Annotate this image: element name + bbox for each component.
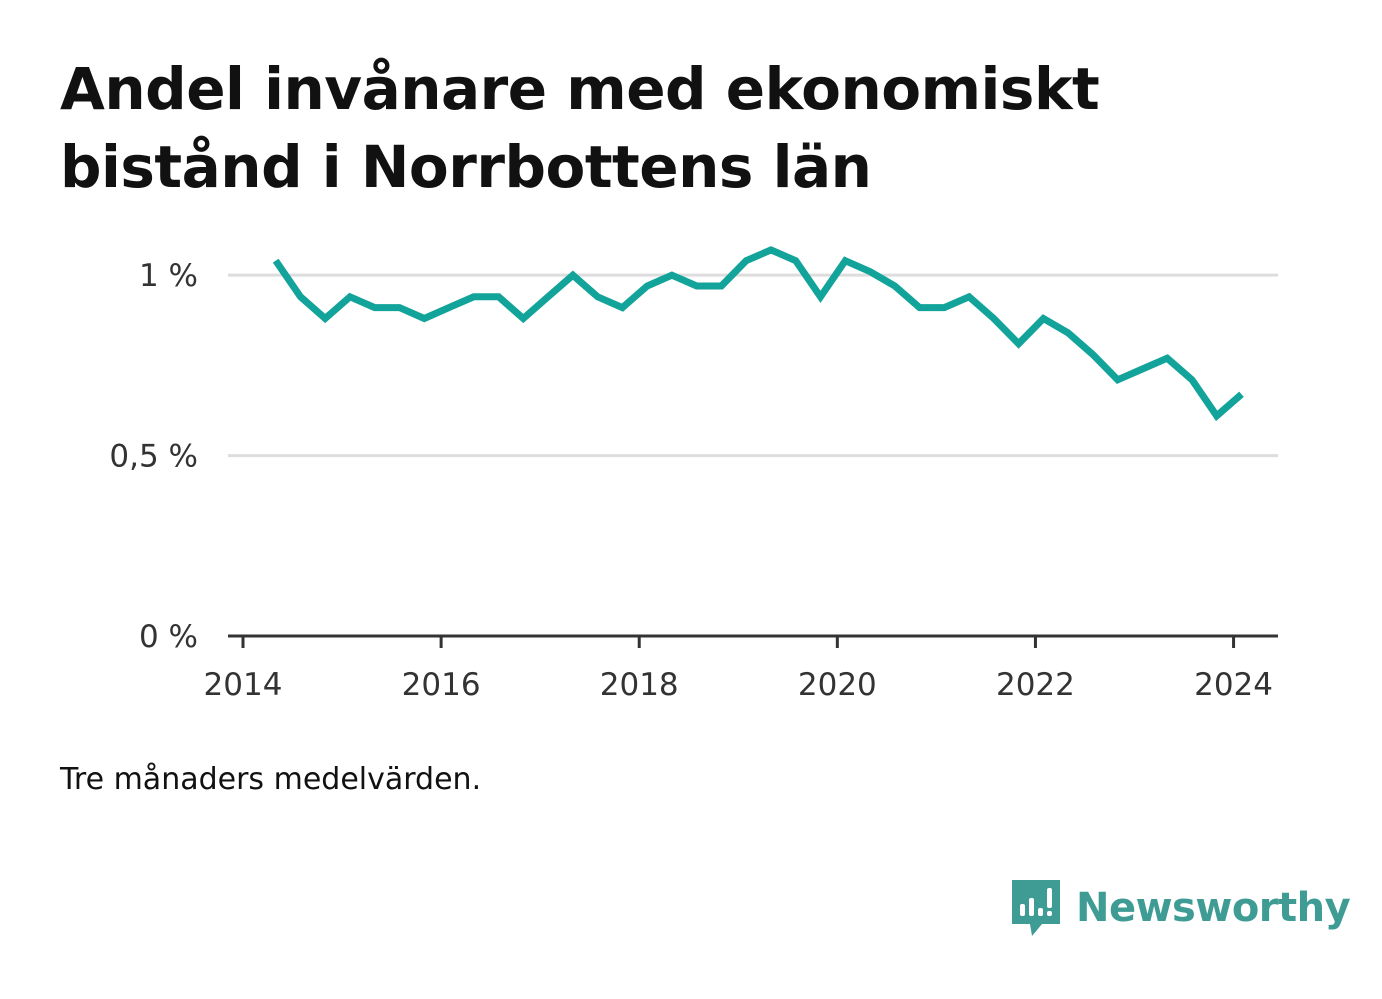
x-tick-label: 2014 [204,667,283,703]
x-tick-label: 2024 [1194,667,1273,703]
x-tick-label: 2022 [996,667,1075,703]
chart-note: Tre månaders medelvärden. [60,762,482,797]
x-tick-label: 2020 [798,667,877,703]
x-axis-ticks: 2014 2016 2018 2020 2022 2024 [204,636,1273,703]
brand-logo[interactable]: Newsworthy [1010,878,1351,938]
x-tick-label: 2016 [402,667,481,703]
gridlines [228,273,1278,458]
y-tick-label: 1 % [139,258,198,294]
y-tick-label: 0 % [139,619,198,655]
newsworthy-logo-icon [1012,880,1060,936]
y-tick-label: 0,5 % [109,439,198,475]
brand-name: Newsworthy [1076,885,1351,931]
series-line [272,246,1244,422]
y-axis-ticks: 0 % 0,5 % 1 % [109,258,198,655]
chart-title: Andel invånare med ekonomiskt bistånd i … [60,55,1100,201]
x-tick-label: 2018 [600,667,679,703]
